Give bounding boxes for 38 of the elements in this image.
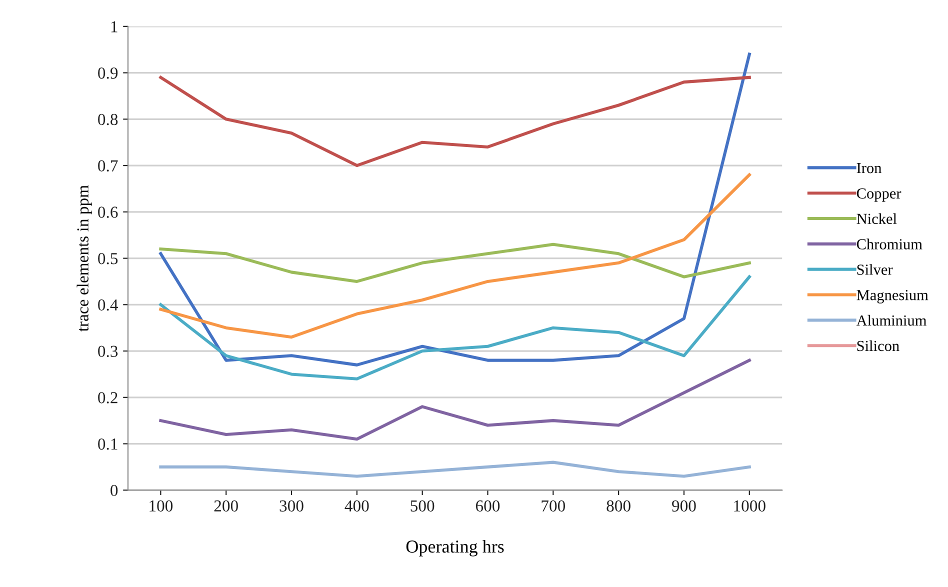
legend-label: Copper xyxy=(856,188,902,202)
line-series xyxy=(159,52,751,366)
line-series xyxy=(159,358,751,441)
y-tick-label: 0 xyxy=(110,484,118,496)
y-tick-label: 0.6 xyxy=(98,206,118,218)
x-tick-label: 900 xyxy=(672,500,696,512)
y-tick-label: 0.1 xyxy=(98,438,118,450)
y-tick-label: 0.8 xyxy=(98,114,118,126)
legend-label: Silicon xyxy=(857,340,900,352)
x-tick-label: 600 xyxy=(476,500,500,512)
x-tick-label: 300 xyxy=(280,500,304,512)
y-tick-label: 1 xyxy=(111,21,118,32)
line-series xyxy=(159,275,751,380)
line-series xyxy=(159,173,751,339)
y-tick-label: 0.2 xyxy=(98,392,118,404)
x-tick-label: 1000 xyxy=(734,500,766,512)
y-tick-label: 0.7 xyxy=(98,160,118,172)
x-tick-label: 500 xyxy=(410,500,434,512)
x-axis-title: Operating hrs xyxy=(406,540,504,556)
x-tick-label: 100 xyxy=(150,500,173,512)
legend-label: Nickel xyxy=(856,213,897,224)
x-tick-label: 200 xyxy=(214,500,238,512)
legend-label: Silver xyxy=(857,264,893,275)
y-axis-title: trace elements in ppm xyxy=(76,185,92,332)
legend-label: Iron xyxy=(856,163,882,174)
legend-label: Aluminium xyxy=(856,314,927,326)
x-tick-label: 700 xyxy=(542,500,566,512)
line-series xyxy=(159,242,751,283)
y-tick-label: 0.4 xyxy=(98,299,118,311)
x-tick-label: 400 xyxy=(344,500,369,512)
line-series xyxy=(159,76,751,168)
x-tick-label: 800 xyxy=(606,500,630,512)
y-tick-label: 0.3 xyxy=(98,346,118,358)
line-series xyxy=(159,460,751,478)
y-tick-label: 0.9 xyxy=(98,67,118,79)
y-tick-label: 0.5 xyxy=(98,252,118,264)
legend-label: Magnesium xyxy=(856,290,928,304)
legend-label: Chromium xyxy=(856,238,922,250)
